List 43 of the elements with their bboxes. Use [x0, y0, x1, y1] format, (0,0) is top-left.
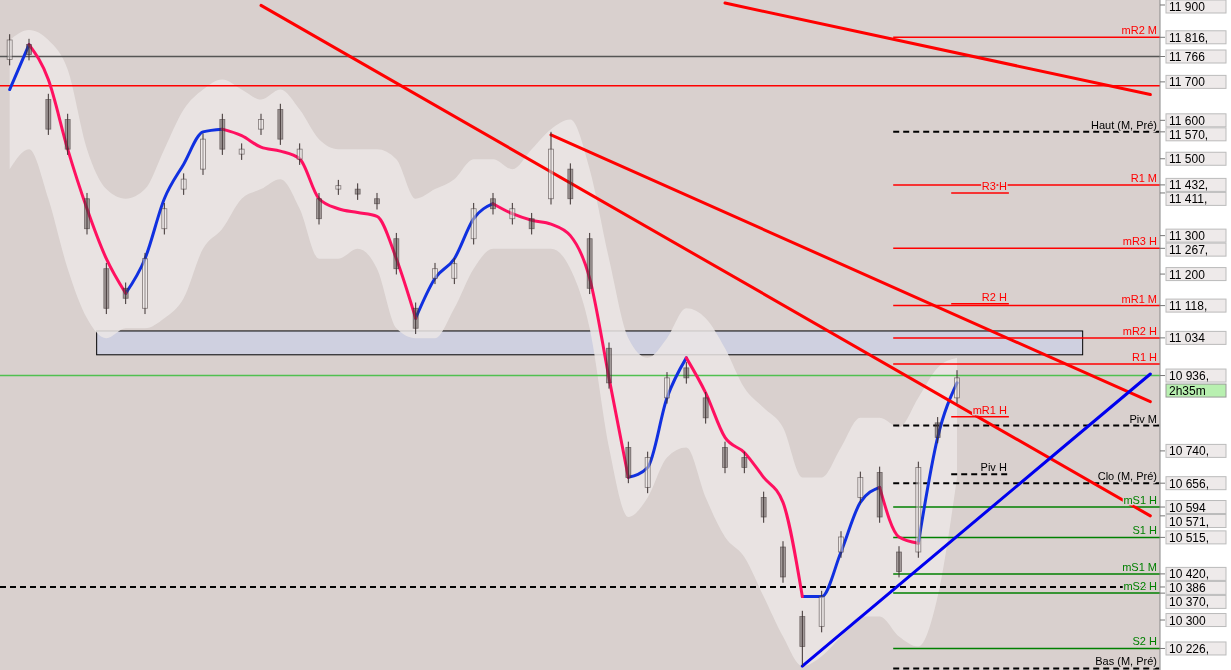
ref-line-label: Haut (M, Pré): [1090, 118, 1157, 131]
ref-line-label: mS1 M: [1122, 560, 1157, 573]
y-tick-label: 10 740,: [1169, 444, 1210, 459]
ref-line-label: Clo (M, Pré): [1097, 470, 1157, 483]
y-tick-label: 10 370,: [1169, 595, 1210, 610]
y-tick-label: 10 936,: [1169, 369, 1210, 384]
y-tick-label: 10 386: [1169, 581, 1207, 596]
y-tick-label: 10 226,: [1169, 641, 1210, 656]
y-tick-label: 10 656,: [1169, 476, 1210, 491]
y-tick-label: 11 500: [1169, 152, 1206, 167]
y-tick-label: 11 034: [1169, 331, 1206, 346]
ref-line-label: mR3 H: [1122, 235, 1158, 248]
y-tick-label: 10 571,: [1169, 514, 1210, 529]
y-tick-label: 11 900: [1169, 0, 1206, 14]
y-tick-label: 11 766: [1169, 50, 1206, 65]
y-tick-label: 10 594: [1169, 500, 1207, 515]
y-tick-label: 11 200: [1169, 267, 1206, 282]
y-tick-label: 11 411,: [1169, 192, 1208, 207]
ref-line-label: S1 H: [1132, 524, 1158, 537]
y-tick-label: 11 700: [1169, 75, 1206, 90]
ref-line-label: mR2 M: [1121, 24, 1157, 37]
ref-line-label: Piv M: [1129, 412, 1157, 425]
y-tick-label: 10 515,: [1169, 530, 1210, 545]
y-tick-label: 11 570,: [1169, 127, 1209, 142]
ref-line-label: mS1 H: [1123, 494, 1158, 507]
y-tick-label: 11 118,: [1169, 299, 1208, 314]
ref-line-label: mR2 H: [1122, 324, 1158, 337]
text: 2h35m: [1169, 384, 1206, 399]
ref-line-label: R1 M: [1130, 171, 1157, 184]
y-tick-label: 11 816,: [1169, 30, 1209, 45]
ref-line-label: Bas (M, Pré): [1095, 655, 1157, 668]
ref-line-label: S2 H: [1132, 635, 1158, 648]
y-tick-label: 11 300: [1169, 229, 1206, 244]
ref-line-label: mR1 H: [972, 403, 1007, 416]
y-tick-label: 11 600: [1169, 113, 1206, 128]
ref-line-label: R1 H: [1131, 351, 1158, 364]
ref-line-label: Piv H: [980, 461, 1007, 474]
y-tick-label: 11 432,: [1169, 178, 1209, 193]
ref-line-label: R2 H: [981, 290, 1007, 303]
y-tick-label: 10 300: [1169, 613, 1207, 628]
y-tick-label: 10 420,: [1169, 567, 1210, 582]
ref-line-label: mR1 M: [1121, 292, 1157, 305]
y-tick-label: 11 267,: [1169, 243, 1209, 258]
